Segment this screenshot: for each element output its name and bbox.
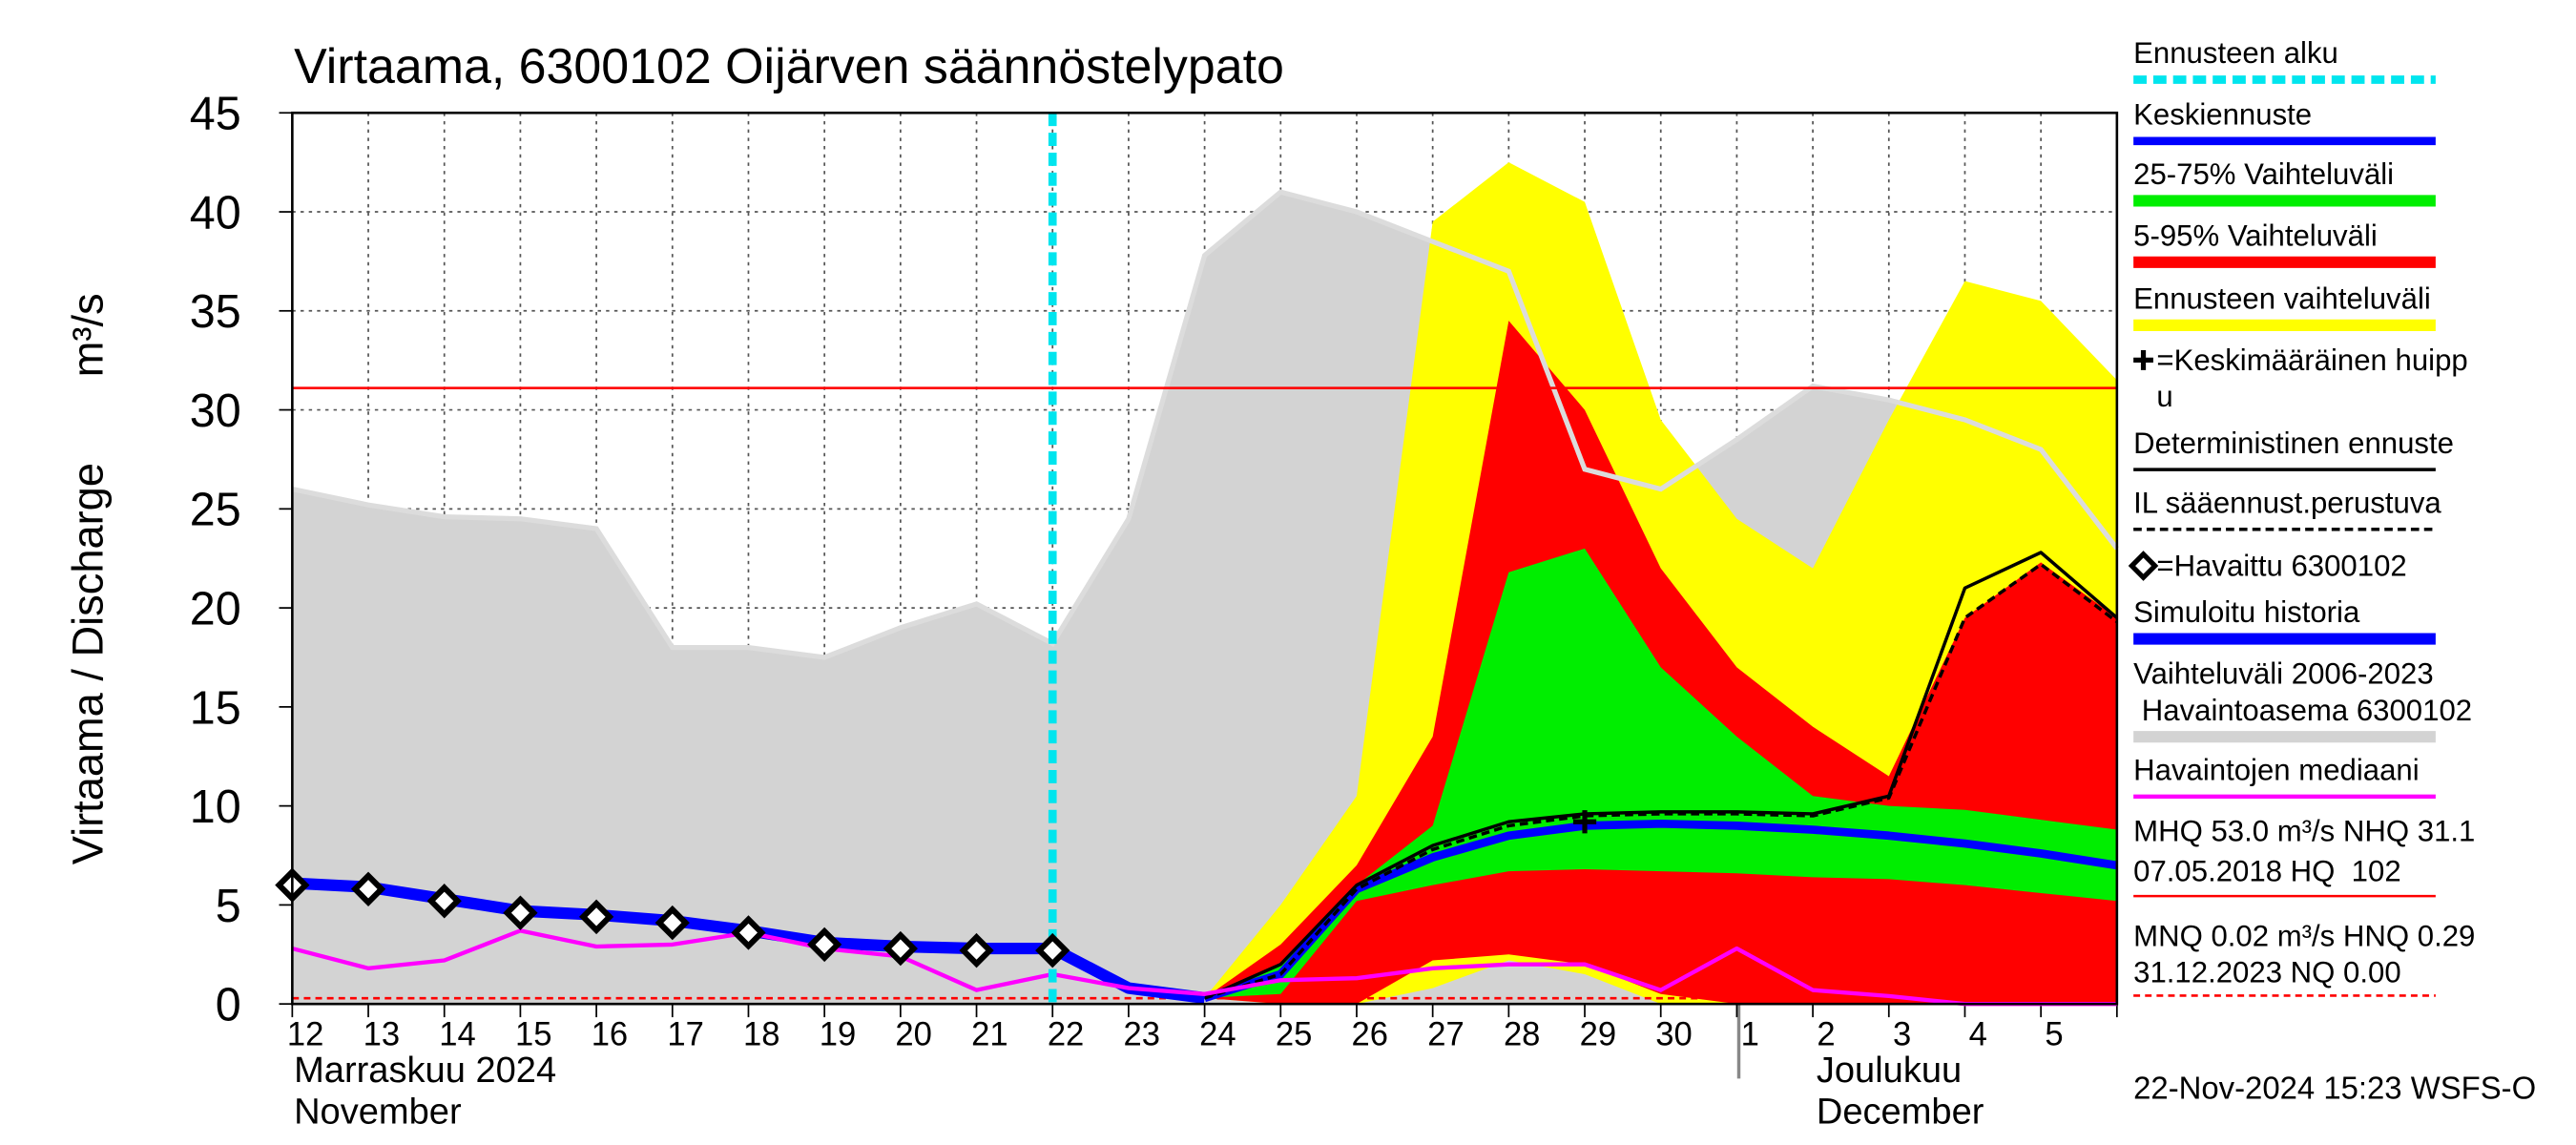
observed-marker [654,905,690,941]
y-tick-label: 40 [190,187,241,239]
observed-marker [807,926,842,963]
x-tick-label: 16 [592,1017,629,1053]
y-tick-label: 45 [190,89,241,140]
x-tick-label: 26 [1352,1017,1389,1053]
x-tick-label: 15 [515,1017,552,1053]
footer: 22-Nov-2024 15:23 WSFS-O [2133,1070,2536,1105]
stats-text: 31.12.2023 NQ 0.00 [2133,955,2401,989]
x-tick-label: 24 [1199,1017,1236,1053]
observed-marker [883,930,918,967]
legend-label: =Havaittu 6300102 [2156,549,2406,582]
x-tick-label: 28 [1504,1017,1541,1053]
x-tick-label: 23 [1124,1017,1161,1053]
range-band [1204,548,2117,998]
legend-swatch [2128,551,2159,581]
y-axis-unit: m³/s [63,293,112,377]
observed-marker [350,871,386,907]
legend-label: 5-95% Vaihteluväli [2133,219,2378,252]
y-tick-label: 20 [190,583,241,635]
y-tick-label: 35 [190,286,241,338]
legend-label: 25-75% Vaihteluväli [2133,157,2394,191]
chart-title: Virtaama, 6300102 Oijärven säännöstelypa… [294,39,1284,94]
y-tick-label: 30 [190,385,241,437]
y-tick-label: 15 [190,682,241,734]
plot-frame [291,111,2119,1006]
x-tick-label: 30 [1655,1017,1693,1053]
legend-label: =Keskimääräinen huipp [2156,344,2467,377]
x-tick-label: 17 [667,1017,704,1053]
observed-marker [1035,932,1070,968]
legend-label: Keskiennuste [2133,97,2312,131]
legend-label: Ennusteen vaihteluväli [2133,281,2431,315]
series-line [1203,819,2118,1003]
series-line [1203,551,2118,1000]
legend-label: Havaintoasema 6300102 [2133,694,2472,727]
x-tick-label: 13 [364,1017,401,1053]
stats-text: MNQ 0.02 m³/s HNQ 0.29 [2133,919,2475,952]
x-tick-label: 20 [895,1017,932,1053]
legend-label: Vaihteluväli 2006-2023 [2133,656,2434,690]
x-tick-label: 19 [820,1017,857,1053]
x-tick-label: 4 [1969,1017,1987,1053]
legend-swatch [2133,349,2153,370]
x-tick-label: 5 [2045,1017,2063,1053]
legend-label: Havaintojen mediaani [2133,753,2420,786]
y-tick-label: 5 [216,881,241,932]
x-tick-label: 2 [1817,1017,1835,1053]
y-tick-label: 0 [216,979,241,1030]
legend-label: Simuloitu historia [2133,595,2360,629]
x-tick-label: 21 [971,1017,1008,1053]
legend-label: u [2156,380,2172,413]
series-line [291,928,2117,1007]
peak-marker [1572,810,1597,834]
x-tick-label: 29 [1580,1017,1617,1053]
x-tick-label: 3 [1893,1017,1911,1053]
observed-marker [503,895,538,930]
y-tick-label: 10 [190,781,241,833]
x-tick-label: 1 [1741,1017,1759,1053]
month-label: November [294,1091,462,1132]
legend-label: Ennusteen alku [2133,36,2338,70]
y-tick-label: 25 [190,485,241,536]
y-axis-label: Virtaama / Discharge [63,463,112,864]
legend-label: IL sääennust.perustuva [2133,486,2441,519]
observed-marker [959,932,994,968]
legend-label: Deterministinen ennuste [2133,427,2454,460]
observed-marker [426,884,462,919]
month-label: Marraskuu 2024 [294,1050,556,1091]
stats-text: MHQ 53.0 m³/s NHQ 31.1 [2133,815,2475,848]
observed-marker [731,915,766,950]
x-tick-label: 14 [439,1017,476,1053]
range-top-line [291,189,2119,660]
x-tick-label: 18 [743,1017,780,1053]
x-tick-label: 22 [1048,1017,1085,1053]
x-tick-label: 12 [287,1017,324,1053]
stats-text: 07.05.2018 HQ 102 [2133,854,2401,887]
observed-marker [578,899,614,935]
x-tick-label: 27 [1427,1017,1465,1053]
month-label: December [1817,1091,1984,1132]
x-tick-label: 25 [1276,1017,1313,1053]
month-label: Joulukuu [1817,1050,1962,1091]
